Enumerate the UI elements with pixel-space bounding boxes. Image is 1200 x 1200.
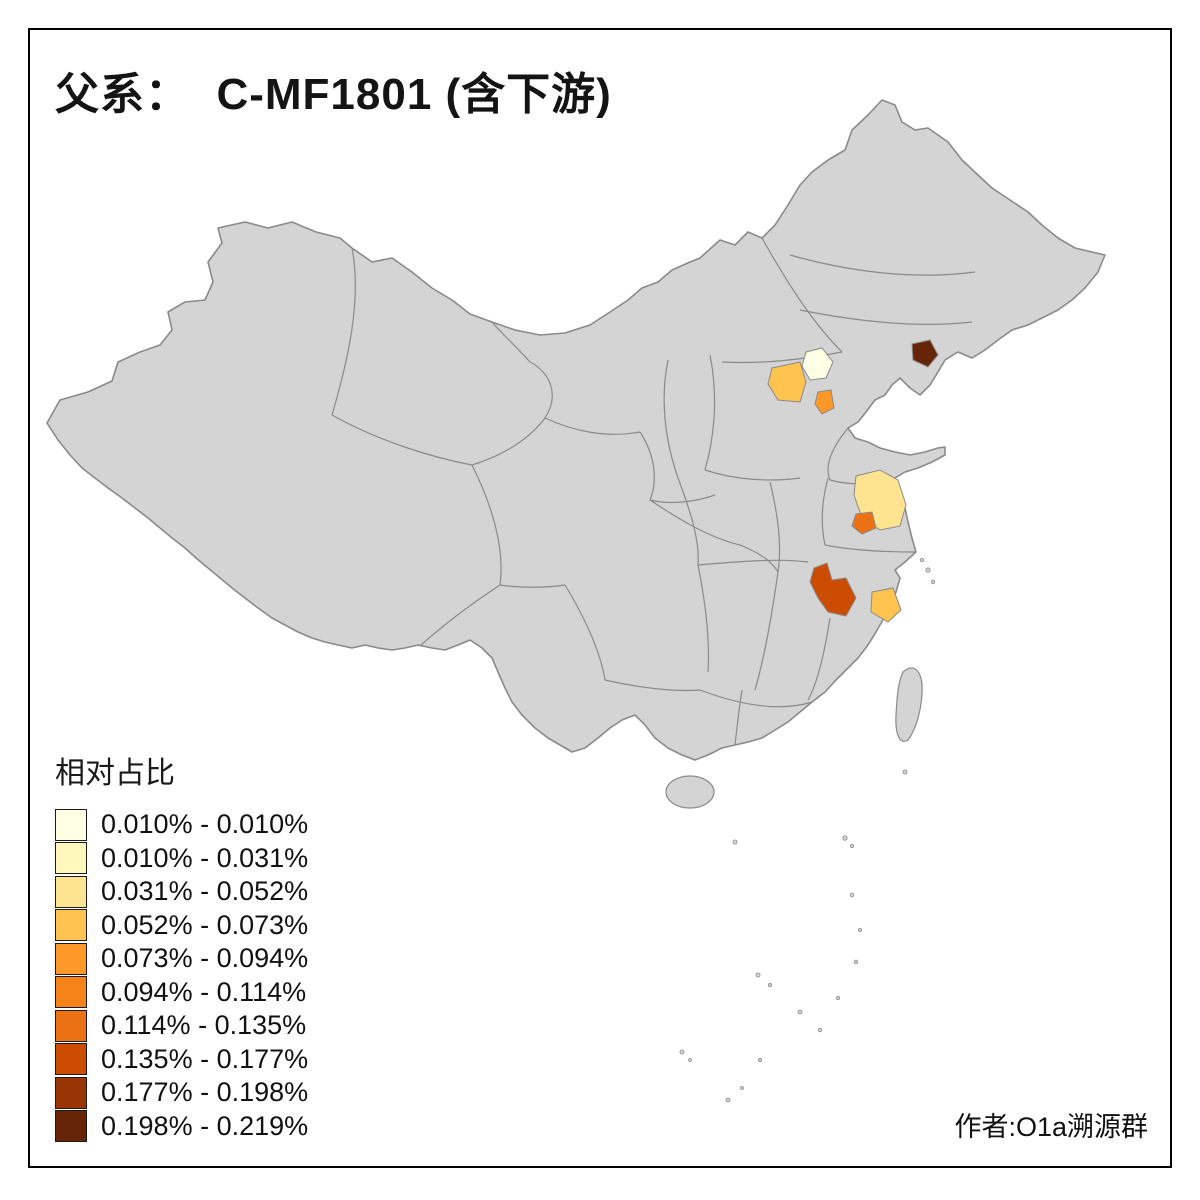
taiwan-island [895,667,923,742]
author-credit: 作者:O1a溯源群 [954,1112,1148,1142]
region-hebei [767,361,807,403]
legend-swatch [55,1110,87,1143]
legend-swatch [55,1009,87,1042]
hainan-island [665,775,715,809]
legend-swatch [55,976,87,1009]
legend-label: 0.094% - 0.114% [101,976,307,1007]
legend-item: 0.052% - 0.073% [55,909,395,943]
legend-label: 0.031% - 0.052% [101,876,309,907]
legend-item: 0.010% - 0.031% [55,842,395,876]
legend-label: 0.010% - 0.031% [101,842,309,873]
legend-label: 0.114% - 0.135% [101,1010,307,1041]
legend-swatch [55,875,87,908]
legend: 相对占比 0.010% - 0.010% 0.010% - 0.031% 0.0… [55,748,395,1143]
mainland-outline [46,99,1106,761]
legend-item: 0.010% - 0.010% [55,808,395,842]
legend-item: 0.135% - 0.177% [55,1043,395,1077]
region-tianjin [814,389,835,415]
legend-item: 0.073% - 0.094% [55,942,395,976]
legend-swatch [55,942,87,975]
region-liaoning-spot [911,339,939,368]
province-borders [331,237,976,746]
legend-item: 0.114% - 0.135% [55,1009,395,1043]
legend-label: 0.073% - 0.094% [101,943,309,974]
page-title: 父系： C-MF1801 (含下游) [55,70,612,119]
region-south-anhui [809,562,857,617]
legend-label: 0.010% - 0.010% [101,809,309,840]
legend-item: 0.031% - 0.052% [55,875,395,909]
legend-label: 0.052% - 0.073% [101,909,309,940]
legend-label: 0.135% - 0.177% [101,1043,309,1074]
legend-swatch [55,909,87,942]
legend-label: 0.198% - 0.219% [101,1110,309,1141]
legend-item: 0.094% - 0.114% [55,976,395,1010]
region-zhejiang [870,587,902,623]
sea-islands [679,558,936,1103]
legend-label: 0.177% - 0.198% [101,1077,309,1108]
legend-swatch [55,1043,87,1076]
legend-swatch [55,842,87,875]
legend-swatch [55,1076,87,1109]
region-beijing [801,347,834,381]
legend-title: 相对占比 [55,757,175,790]
legend-item: 0.198% - 0.219% [55,1110,395,1144]
region-jiangsu-spot [851,511,877,535]
legend-item: 0.177% - 0.198% [55,1076,395,1110]
legend-swatch [55,808,87,841]
